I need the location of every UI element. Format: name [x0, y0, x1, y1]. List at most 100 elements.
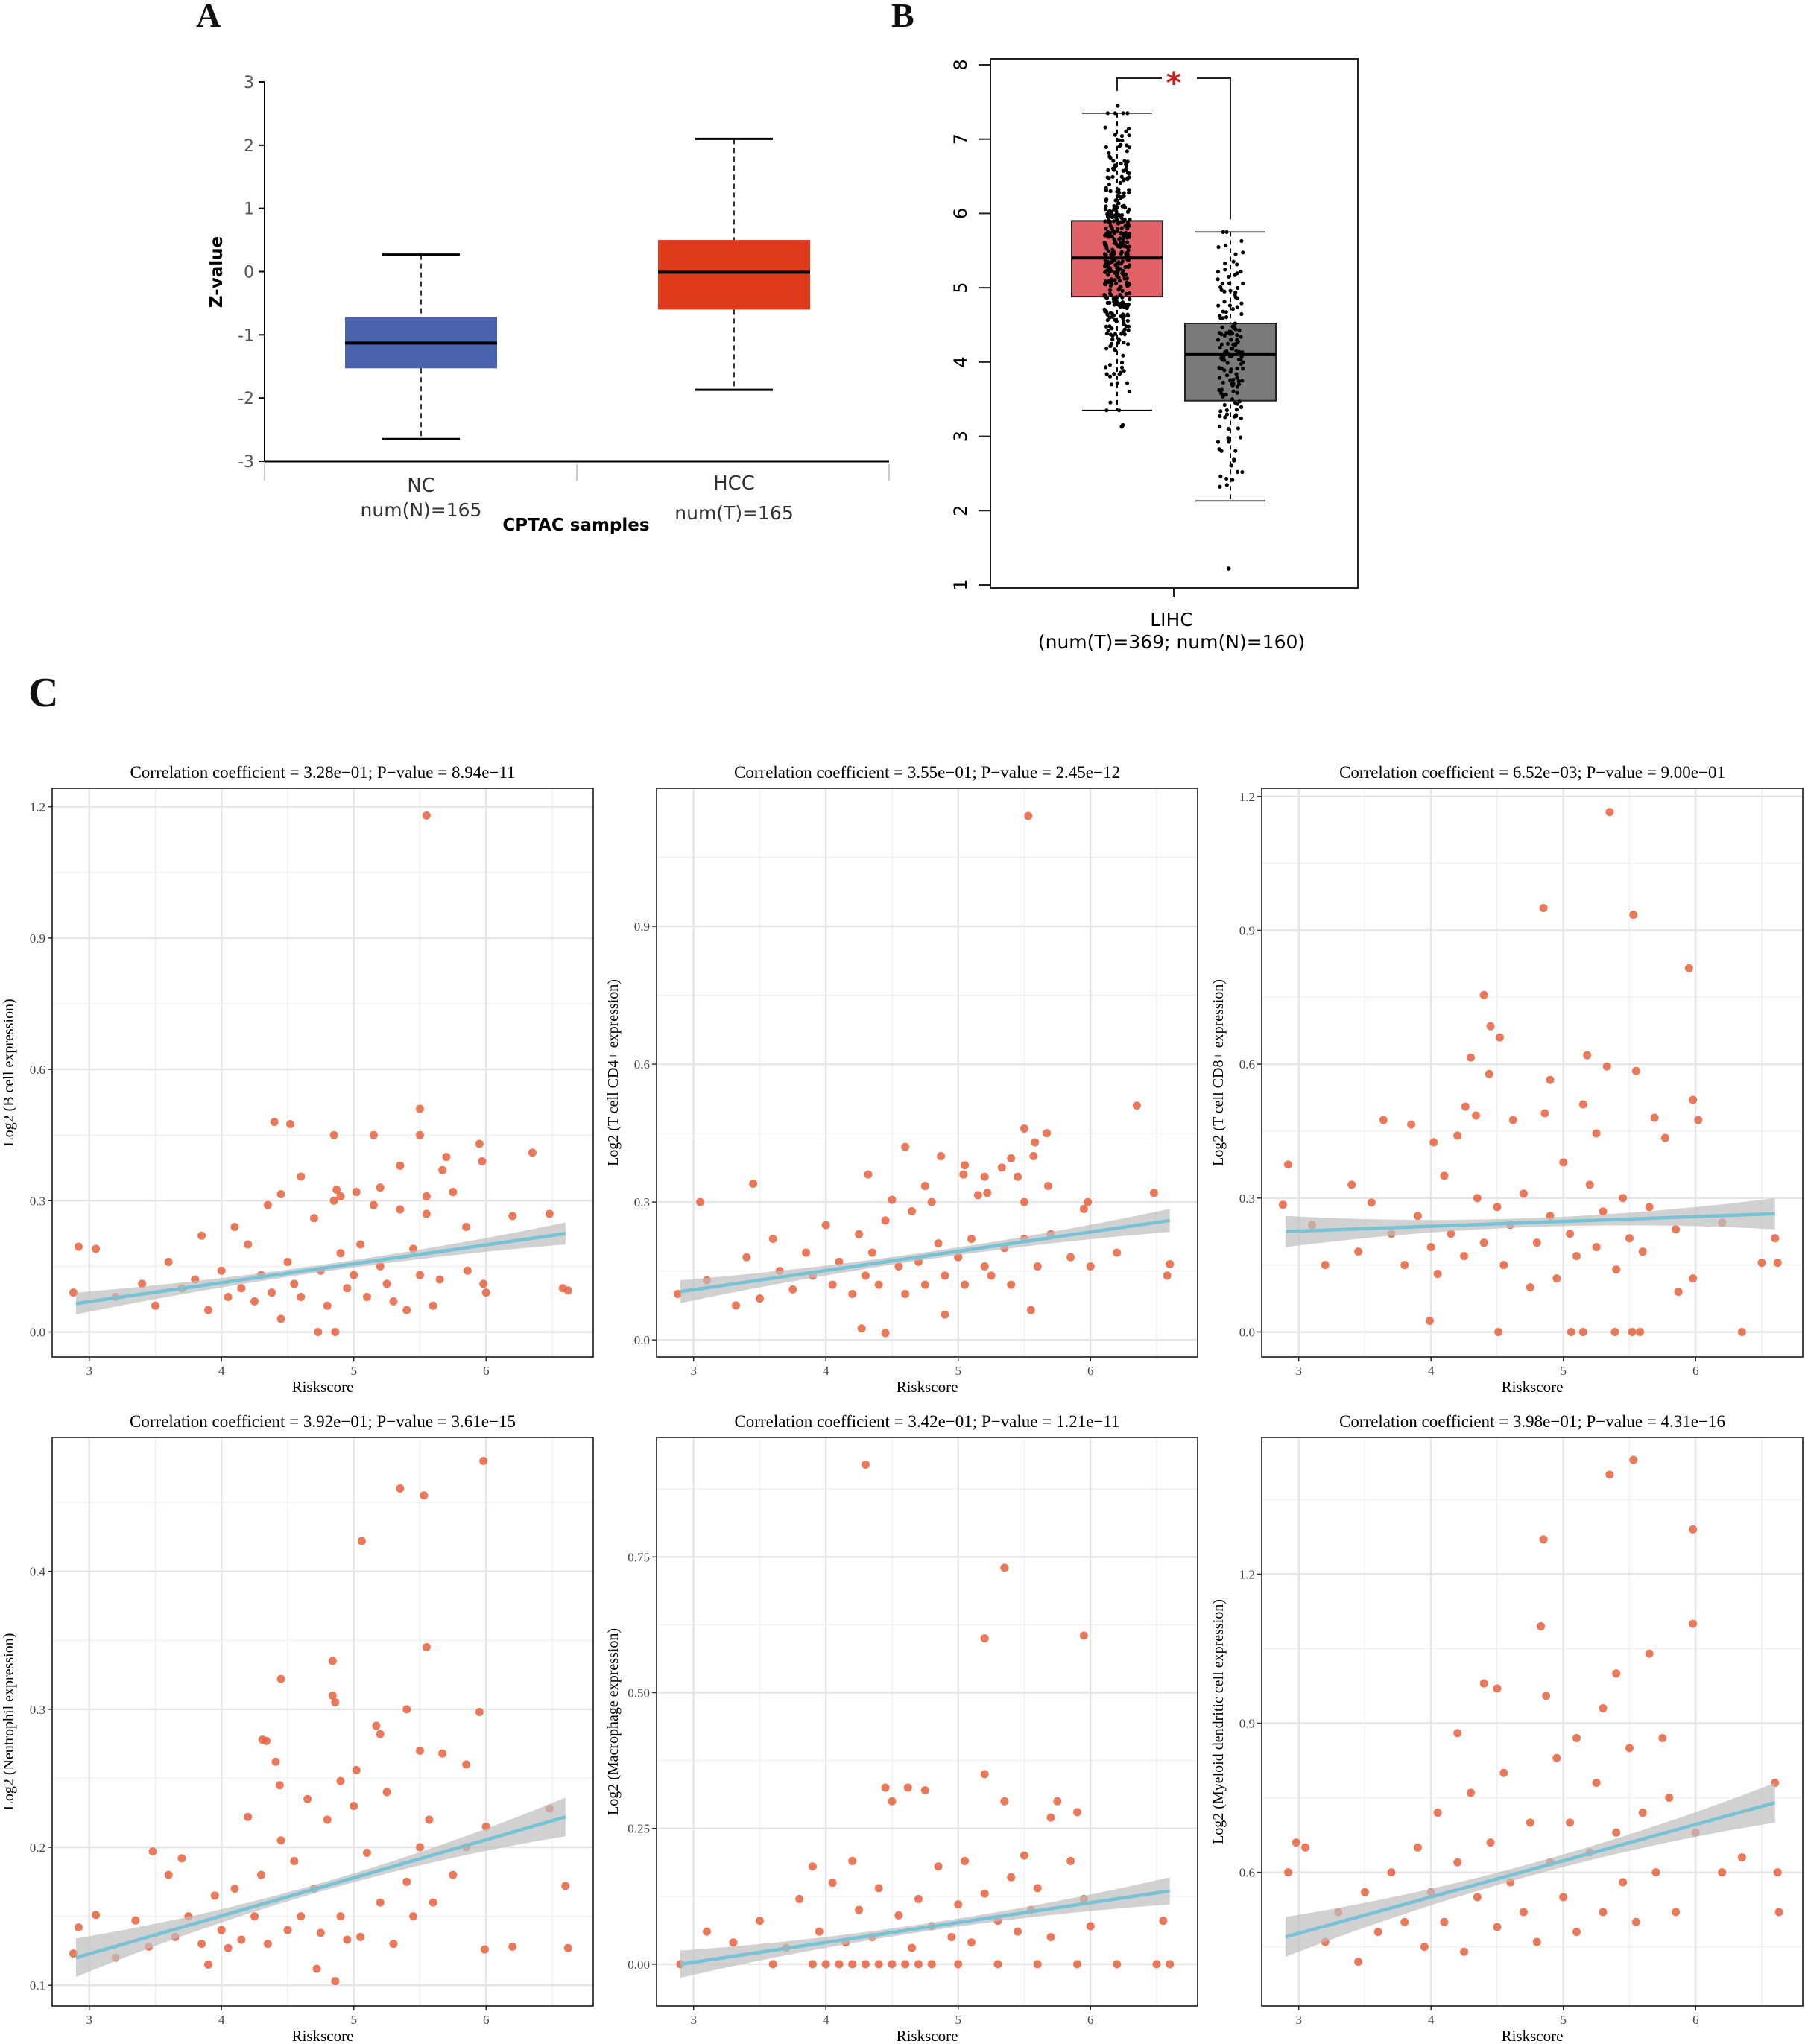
jitter-point	[1106, 230, 1110, 235]
jitter-point	[1125, 171, 1131, 175]
jitter-point	[1220, 325, 1224, 329]
jitter-point	[1107, 182, 1111, 187]
data-point	[1166, 1259, 1175, 1268]
data-point	[874, 1884, 883, 1893]
jitter-point	[1224, 243, 1228, 248]
data-point	[1674, 1288, 1683, 1297]
data-point	[961, 1856, 970, 1865]
data-point	[1651, 1868, 1660, 1877]
jitter-point	[1221, 316, 1225, 320]
data-point	[1367, 1198, 1376, 1207]
data-point	[297, 1172, 306, 1181]
data-point	[1494, 1327, 1503, 1336]
data-point	[1473, 1893, 1482, 1902]
jitter-point	[1221, 230, 1225, 234]
jitter-point	[1218, 376, 1222, 380]
jitter-point	[1237, 328, 1242, 332]
box-normal	[1184, 323, 1277, 402]
data-point	[131, 1916, 140, 1925]
data-point	[276, 1674, 285, 1683]
data-point	[1612, 1265, 1621, 1274]
data-point	[1526, 1818, 1534, 1827]
scatter-plot-c1: 3 4 5 6 0.0 0.3 0.6 0.9 1.2 Correlation coefficie…	[1, 763, 594, 1396]
y-tick-label: 0.3	[30, 1703, 45, 1717]
data-point	[1592, 1129, 1601, 1138]
y-tick-label: 0.0	[1239, 1325, 1255, 1339]
jitter-point	[1224, 315, 1229, 320]
data-point	[808, 1960, 817, 1969]
jitter-point	[1229, 347, 1234, 351]
data-point	[1072, 1808, 1081, 1817]
data-point	[1433, 1809, 1442, 1817]
data-point	[164, 1870, 173, 1879]
plot-title: Correlation coefficient = 3.92e−01; P−va…	[130, 1412, 516, 1431]
jitter-point	[1120, 288, 1125, 293]
data-point	[92, 1911, 101, 1920]
data-point	[343, 1284, 352, 1293]
jitter-point	[1231, 377, 1236, 382]
jitter-point	[1126, 248, 1131, 253]
jitter-point	[1127, 235, 1131, 239]
jitter-point	[1120, 300, 1125, 305]
jitter-point	[1113, 111, 1117, 116]
data-point	[303, 1794, 312, 1803]
jitter-point	[1119, 230, 1123, 235]
data-point	[755, 1917, 764, 1926]
data-point	[980, 1770, 989, 1779]
jitter-point	[1105, 318, 1110, 323]
data-point	[987, 1271, 996, 1280]
jitter-point	[1221, 354, 1226, 358]
data-point	[749, 1179, 758, 1188]
jitter-point	[1119, 365, 1125, 370]
data-point	[828, 1879, 837, 1888]
jitter-point	[1241, 250, 1245, 255]
data-point	[479, 1279, 488, 1288]
data-point	[1007, 1280, 1016, 1289]
data-point	[1429, 1138, 1438, 1147]
data-point	[821, 1960, 830, 1969]
jitter-point	[1235, 305, 1239, 309]
data-point	[1599, 1908, 1608, 1917]
jitter-point	[1116, 212, 1121, 217]
jitter-point	[1216, 277, 1220, 282]
jitter-point	[1113, 198, 1118, 203]
data-point	[409, 1912, 418, 1921]
x-tick-label: 4	[823, 2013, 829, 2027]
y-tick-label: -1	[238, 326, 254, 345]
jitter-point	[1127, 127, 1131, 131]
jitter-point	[1124, 129, 1128, 133]
data-point	[402, 1306, 411, 1314]
jitter-point	[1233, 290, 1238, 294]
outlier-point	[1115, 104, 1120, 108]
y-tick-label: 3	[950, 431, 971, 442]
plot-border	[51, 788, 594, 1358]
jitter-point	[1240, 379, 1245, 383]
jitter-point	[1227, 281, 1232, 285]
data-point	[1689, 1525, 1698, 1534]
jitter-point	[1108, 332, 1113, 337]
data-point	[1046, 1813, 1055, 1822]
jitter-point	[1104, 244, 1109, 248]
jitter-point	[1114, 294, 1119, 300]
data-point	[881, 1216, 890, 1225]
data-point	[901, 1960, 910, 1969]
data-point	[1000, 1797, 1009, 1806]
jitter-point	[1122, 191, 1126, 195]
data-point	[1347, 1180, 1356, 1189]
x-axis-label: Riskscore	[897, 2027, 958, 2044]
data-point	[1499, 1261, 1508, 1270]
y-axis-label: Log2 (Macrophage expression)	[605, 1628, 622, 1815]
x-tick-label: 6	[1692, 1364, 1699, 1378]
jitter-point	[1119, 361, 1125, 365]
data-point	[283, 1258, 292, 1267]
jitter-point	[1233, 295, 1238, 300]
jitter-point	[1124, 291, 1128, 296]
data-point	[75, 1923, 83, 1931]
x-tick-label: 3	[690, 2013, 697, 2027]
outlier-point	[1226, 566, 1231, 571]
jitter-point	[1102, 264, 1107, 268]
data-point	[376, 1262, 385, 1271]
x-tick-label: 4	[823, 1364, 829, 1378]
data-point	[1163, 1271, 1172, 1280]
